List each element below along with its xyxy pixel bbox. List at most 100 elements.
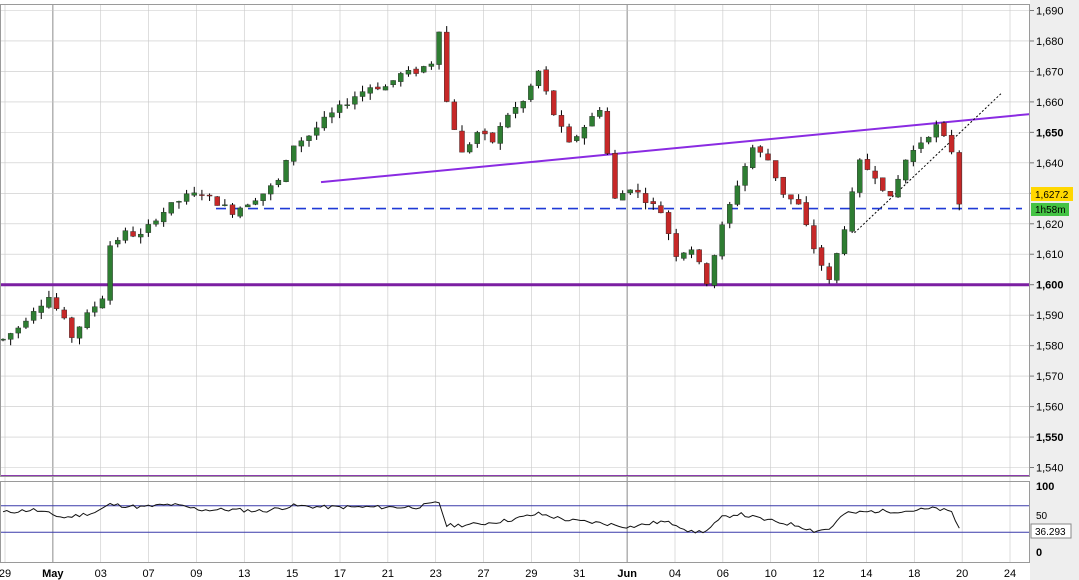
price-tick-label: 1,620 — [1036, 219, 1064, 231]
candle-up — [107, 245, 113, 301]
candle-up — [153, 220, 159, 225]
oscillator-panel[interactable] — [0, 501, 1030, 534]
time-tick-label: 15 — [286, 568, 298, 580]
oscillator-tick-label: 100 — [1036, 481, 1054, 493]
candle-down — [948, 134, 955, 153]
candle-down — [880, 177, 886, 191]
candle-up — [160, 212, 167, 223]
candle-up — [237, 207, 243, 217]
short-channel-line[interactable] — [854, 93, 1002, 234]
candle-up — [359, 91, 366, 97]
main-panel-border — [0, 4, 1030, 477]
time-tick-label: 24 — [1004, 568, 1016, 580]
candle-up — [497, 126, 503, 144]
candle-down — [61, 309, 67, 319]
candle-up — [23, 320, 29, 328]
candle-up — [903, 159, 909, 181]
candle-down — [482, 130, 488, 135]
candle-down — [780, 176, 786, 195]
candle-up — [428, 63, 435, 67]
candle-up — [137, 233, 144, 238]
candle-up — [474, 132, 480, 144]
candle-up — [727, 204, 733, 224]
candle-up — [857, 159, 863, 193]
candle-up — [520, 101, 526, 109]
price-tick-label: 1,570 — [1036, 371, 1064, 383]
candle-down — [864, 159, 871, 170]
candle-down — [566, 126, 572, 143]
oscillator-line — [2, 501, 960, 534]
time-axis: 29 May 03 07 09 13 15 17 21 23 27 29 31 Jun 04 06 10 12 14… — [0, 568, 1016, 580]
candle-down — [558, 115, 565, 127]
time-tick-label: 13 — [238, 568, 250, 580]
candle-up — [841, 229, 848, 254]
candle-down — [765, 153, 771, 161]
candle-up — [589, 116, 595, 127]
time-tick-label: 23 — [430, 568, 442, 580]
candle-up — [711, 255, 718, 286]
time-tick-label: 31 — [573, 568, 585, 580]
oscillator-tick-label: 50 — [1036, 511, 1048, 522]
oscillator-last-value: 36.293 — [1035, 527, 1066, 538]
candle-up — [344, 104, 350, 106]
price-tick-label: 1,650 — [1036, 127, 1064, 139]
candle-up — [382, 86, 389, 91]
candle-down — [673, 233, 679, 257]
candle-down — [704, 263, 710, 285]
candle-down — [642, 193, 649, 203]
oscillator-tick-label: 0 — [1036, 547, 1042, 559]
candle-up — [619, 193, 626, 201]
rising-trendline[interactable] — [320, 113, 1030, 184]
candle-up — [321, 116, 327, 129]
candle-up — [291, 145, 297, 162]
candle-down — [826, 266, 832, 280]
time-tick-label: 21 — [382, 568, 394, 580]
candle-up — [925, 136, 932, 143]
candle-up — [505, 114, 511, 128]
candle-up — [512, 106, 519, 114]
last-price-label: 1,627.2 — [1035, 190, 1069, 201]
candle-up — [46, 297, 52, 308]
time-tick-label: 03 — [95, 568, 107, 580]
candle-up — [92, 306, 98, 313]
candle-up — [910, 150, 917, 162]
candle-down — [53, 297, 60, 309]
candle-down — [444, 31, 450, 102]
candle-up — [38, 305, 44, 313]
time-tick-label: 04 — [669, 568, 681, 580]
price-tick-label: 1,690 — [1036, 6, 1064, 18]
candle-up — [84, 312, 90, 328]
candle-up — [191, 192, 197, 196]
candle-down — [489, 132, 496, 143]
candles — [0, 26, 962, 346]
candle-up — [627, 189, 633, 194]
candle-up — [122, 230, 129, 241]
time-tick-label: 18 — [908, 568, 920, 580]
candle-up — [597, 110, 603, 117]
price-tick-label: 1,560 — [1036, 402, 1064, 414]
candle-timer-label: 1h58m — [1035, 205, 1066, 216]
candle-down — [772, 160, 779, 179]
candle-up — [367, 87, 373, 94]
overlay-lines — [0, 93, 1030, 476]
time-tick-label: 10 — [765, 568, 777, 580]
candle-up — [298, 140, 305, 147]
candle-up — [352, 96, 358, 105]
time-tick-label: 09 — [190, 568, 202, 580]
candle-down — [214, 196, 220, 206]
time-tick-label: 07 — [142, 568, 154, 580]
candle-up — [176, 201, 182, 203]
price-tick-label: 1,580 — [1036, 341, 1064, 353]
candle-down — [451, 101, 458, 130]
candle-down — [795, 199, 802, 205]
candle-down — [658, 205, 664, 214]
candle-down — [956, 152, 962, 205]
price-tick-label: 1,660 — [1036, 97, 1064, 109]
candle-down — [803, 202, 809, 226]
time-tick-label: 06 — [717, 568, 729, 580]
candle-up — [222, 204, 228, 206]
candle-down — [757, 146, 764, 153]
candle-up — [681, 252, 687, 259]
price-axis-panel — [1030, 0, 1079, 580]
price-plot-area[interactable] — [0, 26, 1030, 477]
